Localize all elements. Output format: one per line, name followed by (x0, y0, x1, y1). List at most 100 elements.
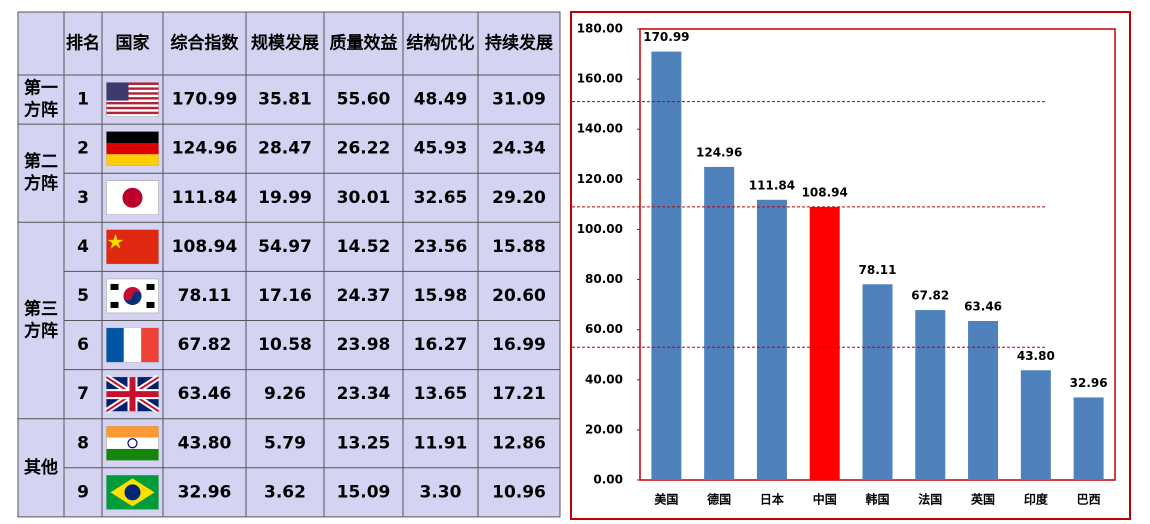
table-cell: 15.88 (492, 237, 546, 257)
flag-part (106, 92, 159, 95)
flag-part (106, 111, 159, 115)
group-label: 方阵 (24, 100, 58, 121)
table-cell: 5 (77, 286, 89, 306)
table-cell: 24.34 (492, 139, 546, 159)
table-cell: 63.46 (178, 384, 232, 404)
y-tick-label: 100.00 (577, 222, 623, 236)
table-cell: 13.25 (337, 433, 391, 453)
y-tick-label: 80.00 (585, 272, 623, 286)
y-tick-label: 0.00 (593, 473, 623, 487)
table-cell: 43.80 (178, 433, 232, 453)
table-cell: 12.86 (492, 433, 546, 453)
bar (704, 166, 735, 481)
flag-part (110, 283, 119, 290)
flag-part (146, 301, 155, 308)
table-cell: 15.09 (337, 482, 391, 502)
table-cell: 26.22 (337, 139, 391, 159)
table-cell: 23.56 (414, 237, 468, 257)
table-cell: 17.21 (492, 384, 546, 404)
x-tick-label: 美国 (654, 492, 678, 507)
flag (106, 475, 159, 510)
flag (106, 229, 159, 265)
header-cell: 持续发展 (485, 33, 553, 54)
table-cell: 54.97 (258, 237, 312, 257)
y-tick-label: 40.00 (585, 372, 623, 386)
table-cell: 9.26 (264, 384, 306, 404)
table-cell: 3 (77, 188, 89, 208)
data-label: 170.99 (643, 30, 689, 44)
group-label: 第三 (24, 299, 58, 320)
flag (106, 180, 159, 215)
table-cell: 45.93 (414, 139, 468, 159)
bar (915, 310, 946, 480)
flag-part (123, 328, 142, 363)
flag (106, 131, 159, 166)
y-tick-label: 180.00 (577, 22, 623, 36)
header-cell: 国家 (116, 33, 150, 54)
data-label: 67.82 (911, 289, 949, 303)
flag-part (122, 187, 143, 208)
table-cell: 35.81 (258, 90, 312, 110)
table-cell: 108.94 (172, 237, 238, 257)
flag-part (106, 142, 159, 155)
flag-part (106, 106, 159, 110)
data-label: 43.80 (1017, 349, 1055, 363)
table-cell: 13.65 (414, 384, 468, 404)
x-tick-label: 日本 (760, 492, 784, 507)
table-cell: 6 (77, 335, 89, 355)
header-cell: 结构优化 (407, 33, 475, 54)
table-cell: 5.79 (264, 433, 306, 453)
x-tick-label: 巴西 (1077, 493, 1101, 507)
data-label: 108.94 (802, 186, 848, 200)
flag (106, 327, 159, 363)
table-cell: 3.62 (264, 482, 306, 502)
flag-part (106, 97, 159, 100)
flag-part (106, 448, 159, 461)
flag-part (106, 87, 159, 90)
flag-part (106, 154, 159, 166)
flag-part (106, 426, 159, 438)
table-cell: 10.96 (492, 482, 546, 502)
bar (968, 320, 999, 480)
data-label: 78.11 (859, 263, 897, 277)
table-cell: 15.98 (414, 286, 468, 306)
table-cell: 124.96 (172, 139, 238, 159)
y-tick-label: 120.00 (577, 172, 623, 186)
table-cell: 67.82 (178, 335, 232, 355)
table-cell: 9 (77, 482, 89, 502)
group-label: 其他 (24, 457, 58, 478)
x-tick-label: 韩国 (865, 492, 889, 507)
table-cell: 7 (77, 384, 89, 404)
flag-part (107, 233, 124, 249)
group-label: 方阵 (24, 321, 58, 342)
table-cell: 23.34 (337, 384, 391, 404)
flag-part (106, 82, 129, 101)
bar (1020, 370, 1051, 480)
data-label: 63.46 (964, 299, 1002, 313)
table-cell: 29.20 (492, 188, 546, 208)
y-tick-label: 160.00 (577, 72, 623, 86)
header-cell: 排名 (66, 33, 100, 54)
flag (106, 278, 159, 314)
bar (862, 284, 893, 480)
table-cell: 3.30 (420, 482, 462, 502)
table-cell: 17.16 (258, 286, 312, 306)
flag-part (110, 301, 119, 308)
table-cell: 16.99 (492, 335, 546, 355)
data-label: 111.84 (749, 178, 795, 192)
group-label: 方阵 (24, 173, 58, 194)
flag-part (127, 438, 138, 449)
x-tick-label: 印度 (1024, 492, 1049, 507)
flag-part (106, 131, 159, 143)
data-label: 32.96 (1070, 376, 1108, 390)
table-cell: 4 (77, 237, 89, 257)
y-tick-label: 60.00 (585, 322, 623, 336)
y-tick-label: 140.00 (577, 122, 623, 136)
flag-part (141, 328, 159, 363)
table-cell: 19.99 (258, 188, 312, 208)
flag-part (146, 283, 155, 290)
table-cell: 170.99 (172, 90, 238, 110)
flag-part (123, 291, 142, 305)
y-tick-label: 20.00 (585, 422, 623, 436)
